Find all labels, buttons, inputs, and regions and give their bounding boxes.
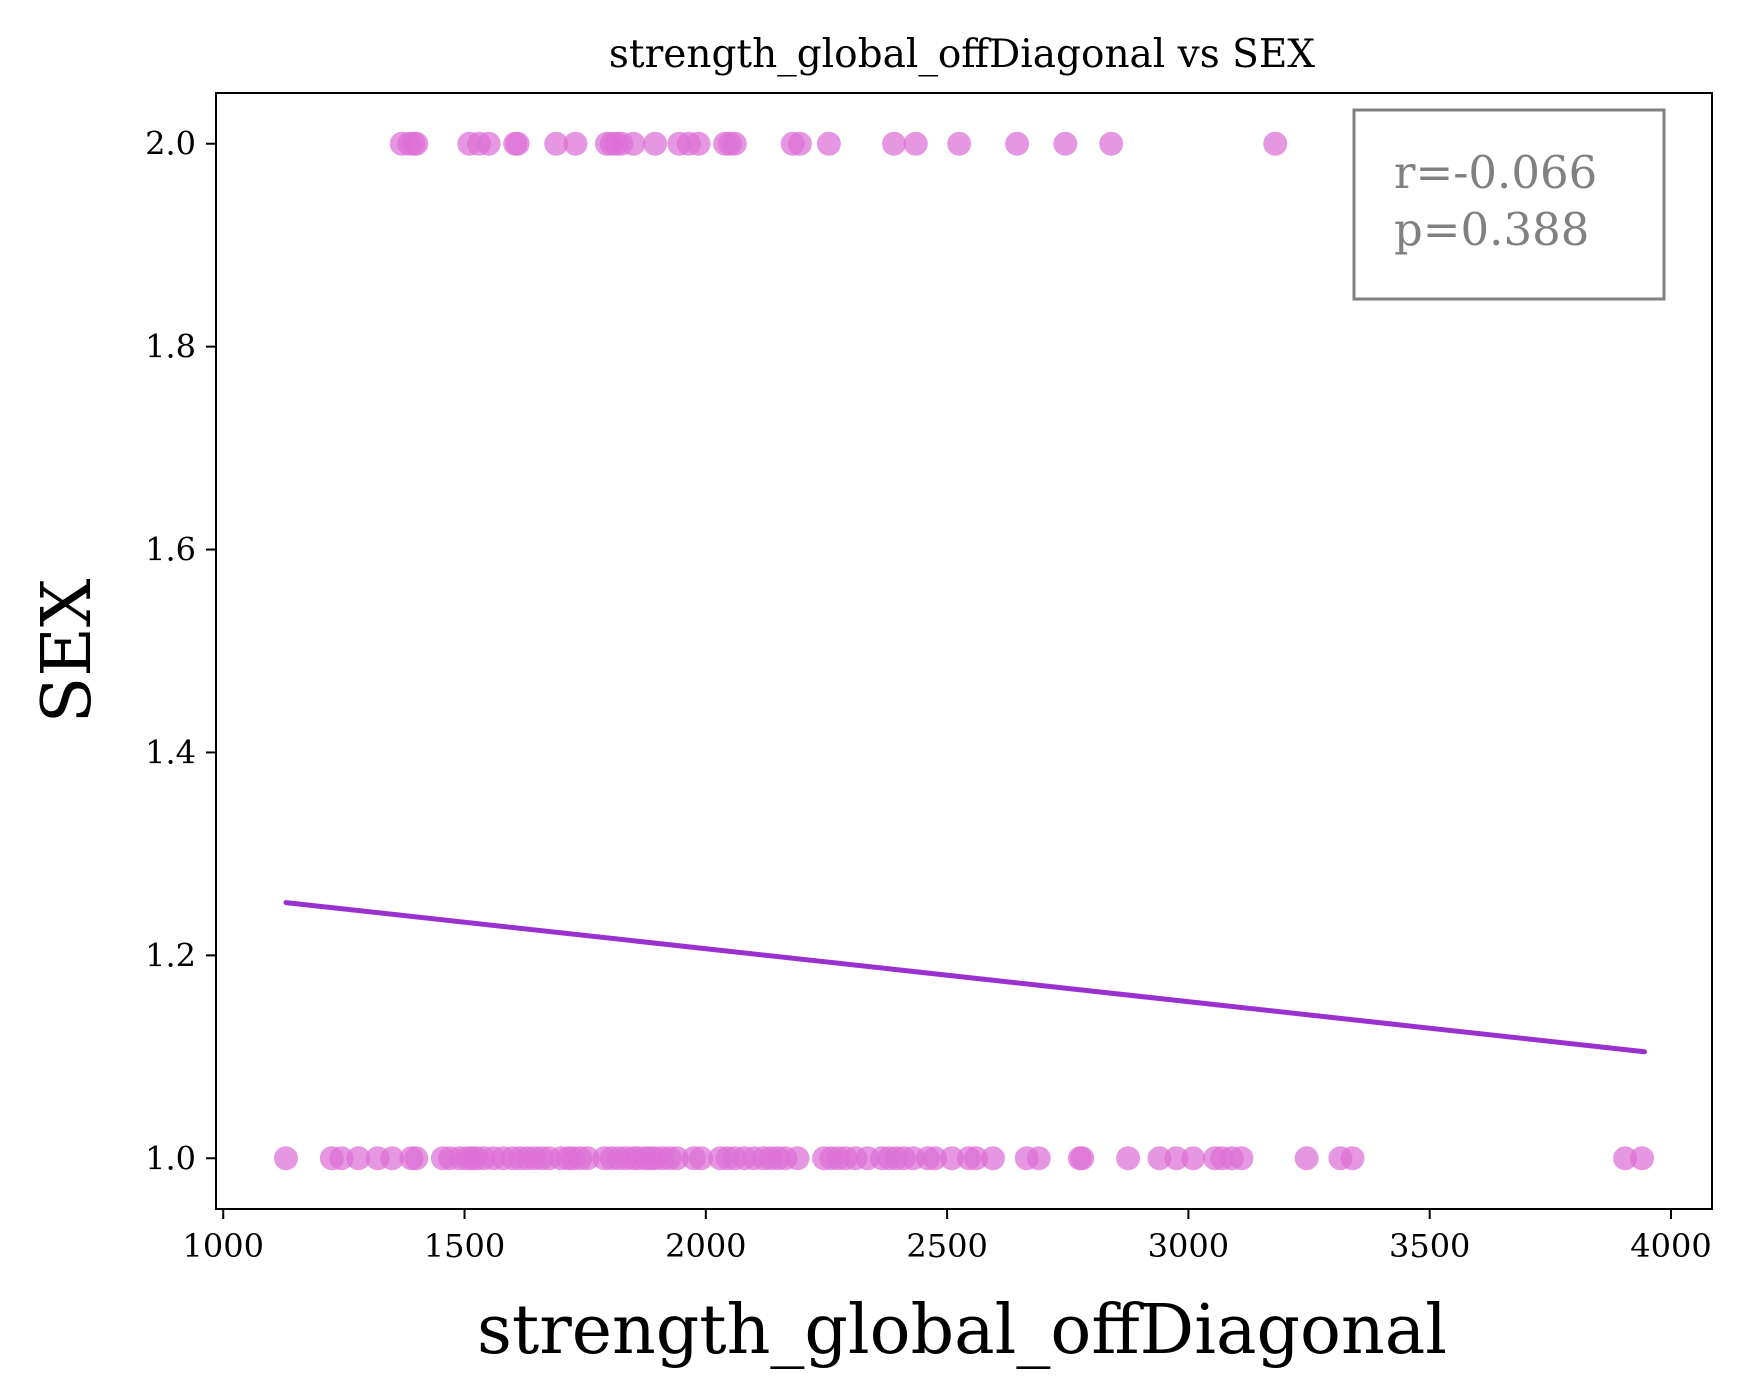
data-point — [1053, 131, 1078, 156]
data-point — [1070, 1146, 1095, 1171]
y-axis-label: SEX — [28, 578, 107, 723]
chart-title: strength_global_offDiagonal vs SEX — [609, 32, 1315, 77]
data-point — [1340, 1146, 1365, 1171]
data-point — [273, 1146, 298, 1171]
stats-r-value: r=-0.066 — [1394, 146, 1597, 199]
stats-box: r=-0.066 p=0.388 — [1352, 108, 1666, 301]
data-point — [903, 131, 928, 156]
data-point — [980, 1146, 1005, 1171]
stats-box-frame — [1352, 108, 1666, 301]
y-tick-label: 1.2 — [145, 936, 196, 974]
y-tick-label: 2.0 — [145, 125, 196, 163]
data-point — [1613, 1146, 1638, 1171]
data-point — [380, 1146, 405, 1171]
data-point — [964, 1146, 989, 1171]
data-point — [476, 131, 501, 156]
data-point — [1099, 131, 1124, 156]
data-point — [1294, 1146, 1319, 1171]
x-tick-label: 1500 — [424, 1227, 505, 1265]
data-point — [1164, 1146, 1189, 1171]
data-point — [1229, 1146, 1254, 1171]
data-point — [1026, 1146, 1051, 1171]
data-point — [947, 131, 972, 156]
data-point — [1005, 131, 1030, 156]
data-point — [346, 1146, 371, 1171]
y-tick-label: 1.6 — [145, 531, 196, 569]
plot-frame — [215, 92, 1713, 1210]
data-point — [563, 131, 588, 156]
stats-p-value: p=0.388 — [1394, 203, 1589, 256]
data-point — [329, 1146, 354, 1171]
data-point — [575, 1146, 600, 1171]
data-point — [1630, 1146, 1655, 1171]
data-point — [544, 131, 569, 156]
y-tick-label: 1.4 — [145, 733, 196, 771]
data-point — [722, 131, 747, 156]
x-tick-label: 2500 — [906, 1227, 987, 1265]
x-axis-ticks: 1000 1500 2000 2500 3000 3500 4000 — [183, 1209, 1712, 1265]
data-point — [664, 1146, 689, 1171]
data-point — [1263, 131, 1288, 156]
data-point — [923, 1146, 948, 1171]
x-tick-label: 4000 — [1630, 1227, 1711, 1265]
data-point — [1147, 1146, 1172, 1171]
y-axis-ticks: 1.0 1.2 1.4 1.6 1.8 2.0 — [145, 125, 216, 1177]
data-point — [1181, 1146, 1206, 1171]
x-tick-label: 1000 — [183, 1227, 264, 1265]
points-layer — [273, 131, 1655, 1171]
data-point — [404, 131, 429, 156]
data-point — [816, 131, 841, 156]
data-point — [404, 1146, 429, 1171]
data-point — [688, 1146, 713, 1171]
data-point — [882, 131, 907, 156]
x-tick-label: 3000 — [1148, 1227, 1229, 1265]
x-tick-label: 2000 — [665, 1227, 746, 1265]
y-tick-label: 1.0 — [145, 1139, 196, 1177]
data-point — [785, 1146, 810, 1171]
regression-line — [283, 900, 1647, 1055]
data-point — [787, 131, 812, 156]
data-point — [643, 131, 668, 156]
data-point — [939, 1146, 964, 1171]
x-tick-label: 3500 — [1389, 1227, 1470, 1265]
data-point — [505, 131, 530, 156]
x-axis-label: strength_global_offDiagonal — [477, 1291, 1447, 1370]
data-point — [621, 131, 646, 156]
data-point — [1116, 1146, 1141, 1171]
y-tick-label: 1.8 — [145, 328, 196, 366]
data-point — [686, 131, 711, 156]
